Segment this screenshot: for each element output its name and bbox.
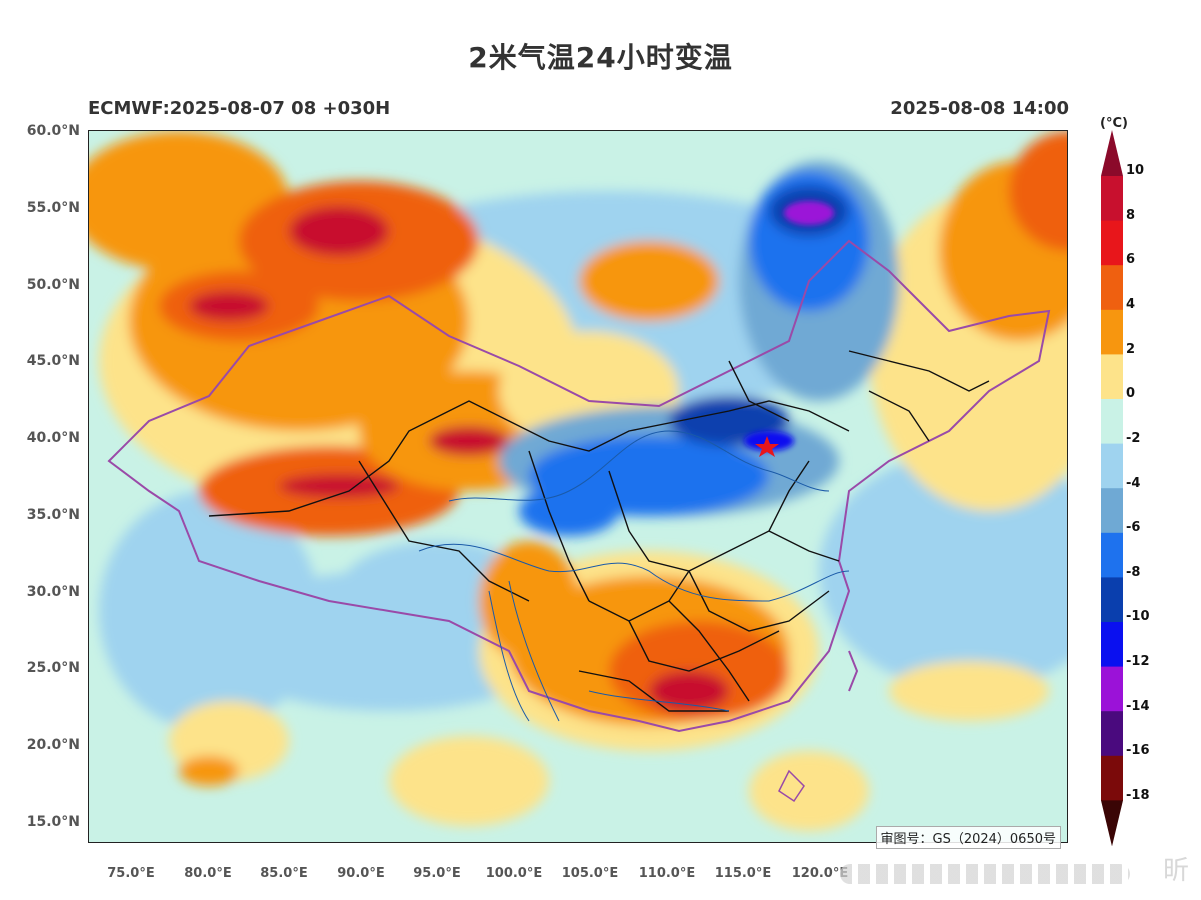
lon-label: 105.0°E (561, 866, 619, 881)
lat-label: 60.0°N (26, 123, 80, 139)
colorbar-cell (1101, 399, 1123, 445)
national-boundary (107, 239, 1051, 733)
lat-label: 50.0°N (26, 277, 80, 293)
lat-label: 55.0°N (26, 200, 80, 216)
provincial-boundaries (208, 350, 990, 712)
city-marker-icon (755, 436, 779, 457)
lon-label: 110.0°E (638, 866, 696, 881)
colorbar-tick-label: -8 (1126, 565, 1141, 580)
island-outline (848, 650, 859, 692)
colorbar-top-arrow (1101, 130, 1123, 176)
watermark-text: 昕 (1162, 856, 1191, 886)
colorbar-cell (1101, 532, 1123, 578)
lon-label: 100.0°E (485, 866, 543, 881)
map-panel (88, 130, 1068, 843)
colorbar-cell (1101, 265, 1123, 311)
lon-label: 120.0°E (791, 866, 849, 881)
model-run-label: ECMWF:2025-08-07 08 +030H (88, 98, 391, 119)
lon-label: 95.0°E (413, 866, 461, 881)
lon-label: 85.0°E (260, 866, 308, 881)
colorbar-tick-label: 10 (1126, 163, 1145, 178)
lon-label: 90.0°E (337, 866, 385, 881)
lat-label: 20.0°N (26, 737, 80, 753)
colorbar-tick-label: 6 (1126, 252, 1136, 267)
temperature-change-map (89, 131, 1067, 842)
colorbar-tick-label: -18 (1126, 788, 1150, 803)
colorbar-cell (1101, 577, 1123, 623)
colorbar-tick-label: -10 (1126, 609, 1150, 624)
colorbar-tick-label: 4 (1126, 297, 1136, 312)
lon-label: 75.0°E (107, 866, 155, 881)
lat-label: 40.0°N (26, 430, 80, 446)
lon-label: 115.0°E (714, 866, 772, 881)
valid-time-label: 2025-08-08 14:00 (890, 98, 1069, 119)
colorbar (1101, 130, 1123, 846)
colorbar-cell (1101, 711, 1123, 757)
lat-label: 35.0°N (26, 507, 80, 523)
lat-label: 15.0°N (26, 814, 80, 830)
colorbar-cell (1101, 488, 1123, 534)
colorbar-tick-label: -2 (1126, 431, 1141, 446)
colorbar-tick-label: 2 (1126, 342, 1136, 357)
watermark-strip (840, 864, 1130, 884)
colorbar-bottom-arrow (1101, 800, 1123, 846)
map-title: 2米气温24小时变温 (468, 41, 733, 74)
cold-core-detail (744, 201, 834, 451)
colorbar-cell (1101, 309, 1123, 355)
colorbar-cell (1101, 176, 1123, 222)
colorbar-unit: (°C) (1100, 116, 1128, 131)
colorbar-cell (1101, 755, 1123, 801)
colorbar-tick-label: 8 (1126, 208, 1136, 223)
colorbar-tick-label: -4 (1126, 476, 1141, 491)
colorbar-cell (1101, 622, 1123, 668)
lat-label: 45.0°N (26, 353, 80, 369)
colorbar-cell (1101, 354, 1123, 400)
colorbar-cell (1101, 220, 1123, 266)
lon-label: 80.0°E (184, 866, 232, 881)
colorbar-tick-label: -16 (1126, 743, 1150, 758)
lat-label: 25.0°N (26, 660, 80, 676)
colorbar-cell (1101, 666, 1123, 712)
temperature-field (89, 131, 1067, 831)
rivers (418, 430, 850, 722)
island-outline (778, 769, 805, 803)
colorbar-tick-label: -14 (1126, 699, 1150, 714)
lat-label: 30.0°N (26, 584, 80, 600)
colorbar-cell (1101, 443, 1123, 489)
map-approval-number: 审图号：GS（2024）0650号 (875, 826, 1061, 849)
colorbar-tick-label: -6 (1126, 520, 1141, 535)
colorbar-tick-label: -12 (1126, 654, 1150, 669)
colorbar-tick-label: 0 (1126, 386, 1136, 401)
